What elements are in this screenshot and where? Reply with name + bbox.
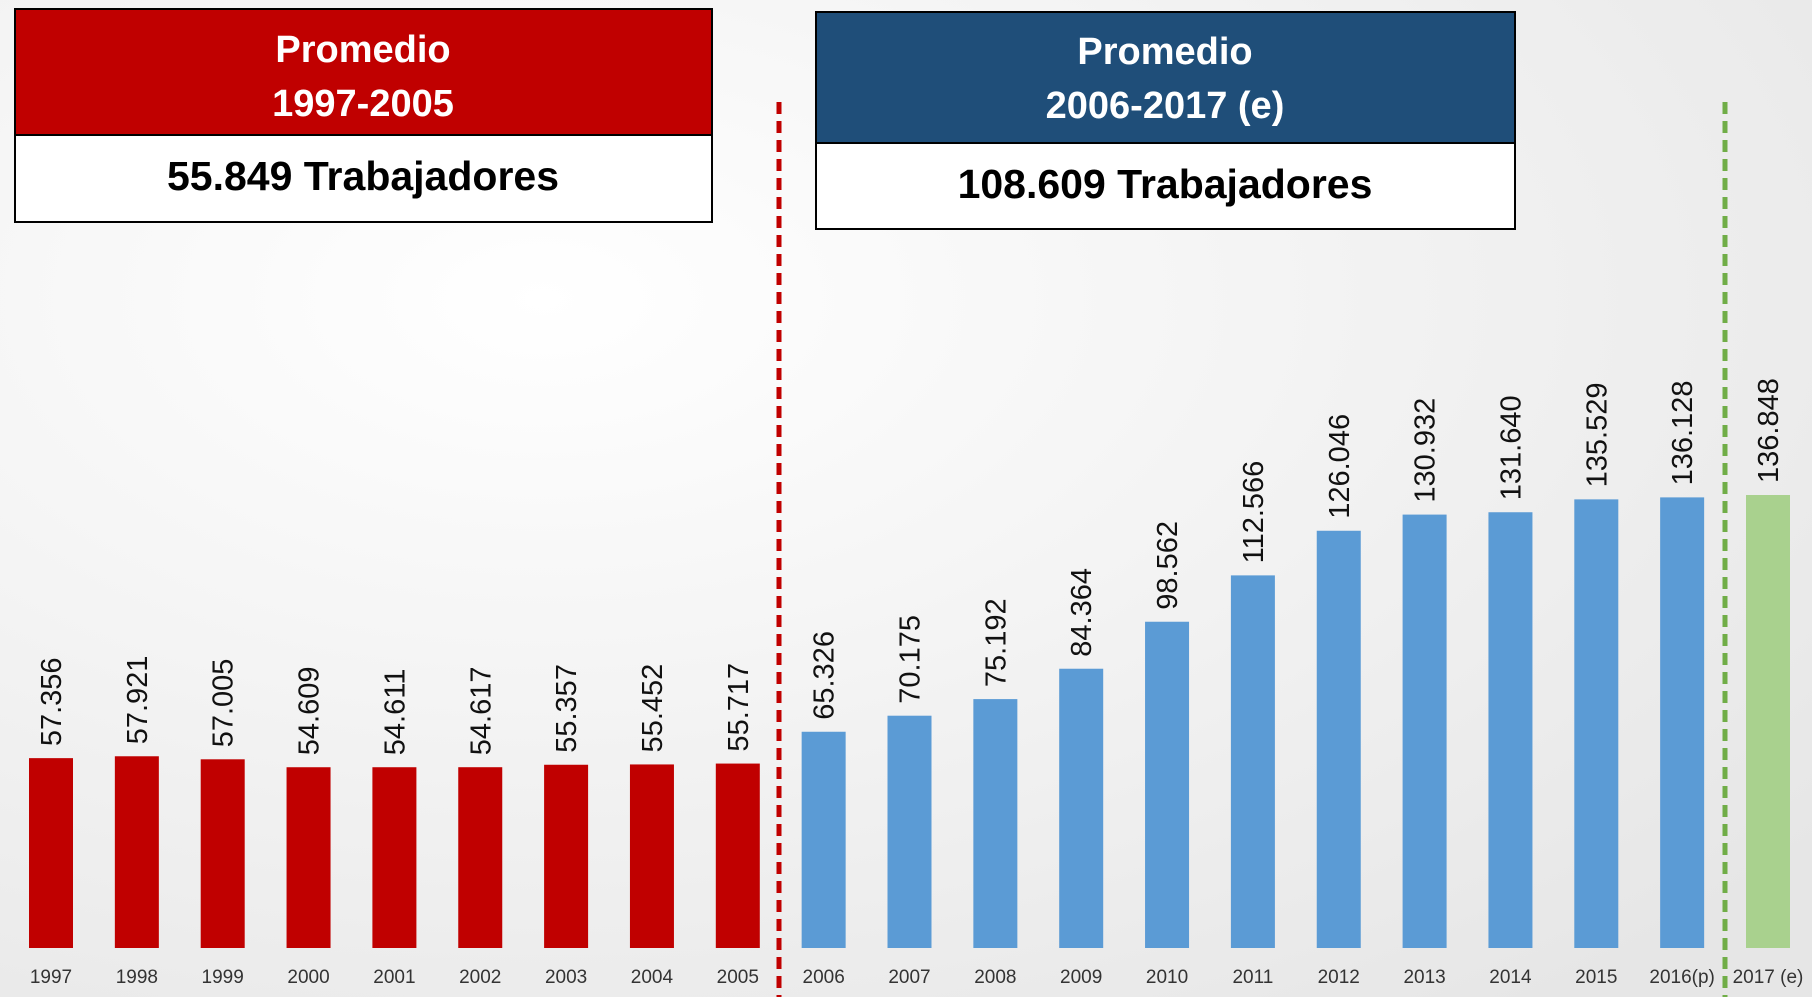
value-label: 131.640 [1495,395,1527,500]
bar [1660,497,1705,948]
value-label: 126.046 [1324,414,1356,519]
box-body [14,134,713,223]
x-tick-label: 1997 [30,967,72,988]
value-label: 112.566 [1238,461,1270,564]
bar [458,767,503,948]
bar [286,767,331,948]
bar [1746,495,1790,948]
x-tick-label: 2015 [1575,967,1617,988]
bar [1316,530,1361,948]
x-tick-label: 2011 [1232,967,1273,988]
bar [114,756,159,948]
value-label: 130.932 [1410,398,1442,503]
x-tick-label: 2006 [803,967,845,988]
x-tick-label: 2001 [373,967,415,988]
value-label: 98.562 [1152,521,1184,610]
x-tick-label: 2008 [974,967,1016,988]
bar [1574,499,1619,948]
bar [887,715,932,948]
x-tick-label: 2013 [1403,967,1445,988]
box-title: 2006-2017 (e) [1046,85,1285,127]
value-label: 57.005 [208,659,240,748]
value-label: 54.617 [465,667,497,756]
bar [973,699,1018,948]
value-label: 70.175 [895,615,927,704]
box-body [815,142,1516,230]
x-tick-label: 2003 [545,967,587,988]
bar [629,764,674,948]
x-tick-label: 2000 [287,967,329,988]
value-label: 54.611 [379,669,411,756]
bar [801,731,846,948]
bar [1488,512,1533,948]
box-text: 108.609 Trabajadores [958,161,1373,207]
x-tick-label: 1999 [202,967,244,988]
value-label: 136.848 [1753,378,1785,483]
x-tick-label: 1998 [116,967,158,988]
box-title: Promedio [1077,31,1252,73]
annotation-box: Promedio 1997-2005 55.849 Trabajadores [14,8,713,223]
x-tick-label: 2002 [459,967,501,988]
value-label: 65.326 [809,631,841,720]
bar [715,763,760,948]
value-label: 57.921 [122,656,154,745]
x-tick-label: 2010 [1146,967,1188,988]
x-tick-label: 2012 [1318,967,1360,988]
x-tick-label: 2004 [631,967,674,988]
box-header [815,11,1516,144]
annotation-box: Promedio 2006-2017 (e) 108.609 Trabajado… [815,11,1516,230]
x-tick-label: 2005 [717,967,759,988]
box-header [14,8,713,136]
value-label: 135.529 [1581,383,1613,488]
value-label: 54.609 [294,667,326,756]
bar [1402,514,1447,948]
x-tick-label: 2014 [1489,967,1532,988]
x-tick-label: 2017 (e) [1733,967,1804,988]
value-label: 55.452 [637,664,669,753]
bar [1145,621,1190,948]
value-label: 57.356 [36,657,68,746]
value-label: 75.192 [980,598,1012,687]
bar [29,758,73,948]
x-tick-label: 2016(p) [1649,967,1715,988]
box-text: 55.849 Trabajadores [167,153,559,199]
value-label: 55.357 [551,664,583,753]
x-tick-label: 2009 [1060,967,1102,988]
value-label: 136.128 [1667,381,1699,486]
bar [544,764,589,948]
bar [372,767,417,948]
x-tick-label: 2007 [888,967,930,988]
bar [200,759,245,948]
bar [1059,668,1104,948]
bar [1230,575,1275,948]
box-title: 1997-2005 [272,83,454,125]
value-label: 55.717 [723,663,755,752]
value-label: 84.364 [1066,568,1098,657]
box-title: Promedio [275,29,450,71]
